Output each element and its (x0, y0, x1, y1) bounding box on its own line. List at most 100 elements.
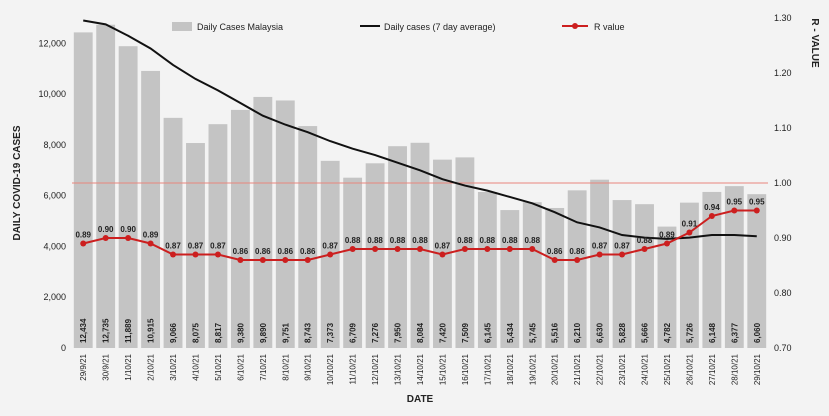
r-value-point-7 (237, 257, 244, 263)
r-value-point-16 (439, 251, 446, 258)
bar-value-label-1: 12,735 (102, 318, 111, 343)
r-value-label-17: 0.88 (457, 236, 473, 245)
r-value-label-30: 0.95 (749, 198, 765, 207)
x-tick-label-14: 13/10/21 (394, 353, 403, 385)
r-value-label-27: 0.91 (682, 220, 698, 229)
x-tick-label-9: 8/10/21 (281, 353, 290, 380)
r-value-point-21 (551, 257, 558, 263)
x-tick-label-15: 14/10/21 (416, 353, 425, 385)
x-tick-label-13: 12/10/21 (371, 353, 380, 385)
bar-daily-cases-17 (455, 157, 475, 348)
x-tick-label-4: 3/10/21 (169, 353, 178, 380)
r-value-point-3 (147, 240, 154, 247)
r-value-label-20: 0.88 (524, 236, 540, 245)
y-tick-label-6: 12,000 (38, 38, 66, 48)
legend-marker-r-value (572, 23, 578, 29)
y-tick-label-5: 10,000 (38, 89, 66, 99)
bar-value-label-12: 6,709 (349, 322, 358, 343)
bar-value-label-23: 6,630 (596, 322, 605, 343)
y-tick-label-2: 4,000 (43, 241, 66, 251)
r-value-label-12: 0.88 (345, 236, 361, 245)
x-tick-label-20: 19/10/21 (528, 353, 537, 385)
x-tick-label-19: 18/10/21 (506, 353, 515, 385)
r-value-label-7: 0.86 (233, 247, 249, 256)
bar-daily-cases-28 (702, 191, 722, 348)
r-value-label-21: 0.86 (547, 247, 563, 256)
y2-axis-title: R - VALUE (809, 18, 820, 68)
bar-value-label-24: 5,828 (618, 322, 627, 343)
bar-daily-cases-1 (96, 24, 116, 348)
y-tick-label-3: 6,000 (43, 191, 66, 201)
r-value-label-3: 0.89 (143, 231, 159, 240)
r-value-point-15 (417, 246, 423, 252)
x-tick-label-30: 29/10/21 (753, 353, 762, 385)
r-value-point-12 (349, 246, 356, 252)
bar-daily-cases-2 (118, 46, 138, 348)
r-value-point-10 (304, 257, 311, 263)
r-value-point-28 (708, 213, 715, 219)
legend-swatch-daily-cases (172, 22, 192, 31)
line-7day-average (83, 19, 757, 240)
r-value-point-19 (506, 246, 513, 252)
y-tick-label-0: 0 (61, 343, 66, 353)
bar-daily-cases-22 (567, 190, 587, 348)
bar-value-label-14: 7,950 (394, 322, 403, 343)
r-value-point-22 (574, 257, 581, 263)
bar-value-label-28: 6,148 (708, 322, 717, 343)
r-value-label-11: 0.87 (322, 242, 338, 251)
bar-value-label-17: 7,509 (461, 322, 470, 343)
r-value-point-13 (372, 246, 379, 252)
r-value-label-19: 0.88 (502, 236, 518, 245)
r-value-label-2: 0.90 (120, 225, 136, 234)
r-value-label-24: 0.87 (614, 242, 630, 251)
bar-value-label-29: 6,377 (730, 322, 739, 343)
r-value-point-14 (394, 246, 401, 252)
bar-daily-cases-29 (724, 186, 744, 348)
x-tick-label-12: 11/10/21 (349, 353, 358, 384)
x-tick-label-22: 21/10/21 (573, 353, 582, 385)
r-value-point-23 (596, 251, 603, 258)
bar-daily-cases-18 (477, 192, 497, 348)
bar-value-label-25: 5,666 (641, 322, 650, 343)
legend-label-7day-average: Daily cases (7 day average) (384, 22, 496, 32)
r-value-label-25: 0.88 (637, 236, 653, 245)
bar-value-label-21: 5,516 (551, 322, 560, 343)
r-value-label-26: 0.89 (659, 231, 675, 240)
bar-value-label-3: 10,915 (147, 318, 156, 343)
bar-daily-cases-6 (208, 124, 228, 349)
bar-value-label-26: 4,782 (663, 322, 672, 343)
bar-daily-cases-27 (679, 202, 699, 348)
y2-tick-label-6: 1.30 (774, 13, 792, 23)
r-value-label-29: 0.95 (727, 198, 743, 207)
bar-value-label-4: 9,066 (169, 322, 178, 343)
bar-value-label-0: 12,434 (79, 318, 88, 343)
legend-label-daily-cases: Daily Cases Malaysia (197, 22, 283, 32)
bar-daily-cases-26 (657, 226, 677, 348)
r-value-label-18: 0.88 (480, 236, 496, 245)
bar-value-label-19: 5,434 (506, 322, 515, 343)
y2-tick-label-1: 0.80 (774, 288, 792, 298)
r-value-label-15: 0.88 (412, 236, 428, 245)
bar-daily-cases-30 (747, 194, 767, 348)
bar-value-label-11: 7,373 (326, 322, 335, 343)
x-tick-label-29: 28/10/21 (730, 353, 739, 385)
legend-label-r-value: R value (594, 22, 625, 32)
r-value-label-16: 0.87 (435, 242, 451, 251)
bar-daily-cases-24 (612, 200, 632, 348)
r-value-point-4 (170, 251, 177, 258)
r-value-label-13: 0.88 (367, 236, 383, 245)
bar-daily-cases-8 (253, 96, 273, 348)
bar-value-label-7: 9,380 (236, 322, 245, 343)
y-tick-label-1: 2,000 (43, 292, 66, 302)
x-tick-label-3: 2/10/21 (147, 353, 156, 380)
x-tick-label-21: 20/10/21 (551, 353, 560, 385)
x-tick-label-11: 10/10/21 (326, 353, 335, 385)
r-value-label-10: 0.86 (300, 247, 316, 256)
r-value-point-9 (282, 257, 289, 263)
bar-value-label-15: 8,084 (416, 322, 425, 343)
r-value-point-20 (529, 246, 536, 252)
bar-value-label-13: 7,276 (371, 322, 380, 343)
bar-value-label-9: 9,751 (281, 322, 290, 343)
r-value-label-14: 0.88 (390, 236, 406, 245)
